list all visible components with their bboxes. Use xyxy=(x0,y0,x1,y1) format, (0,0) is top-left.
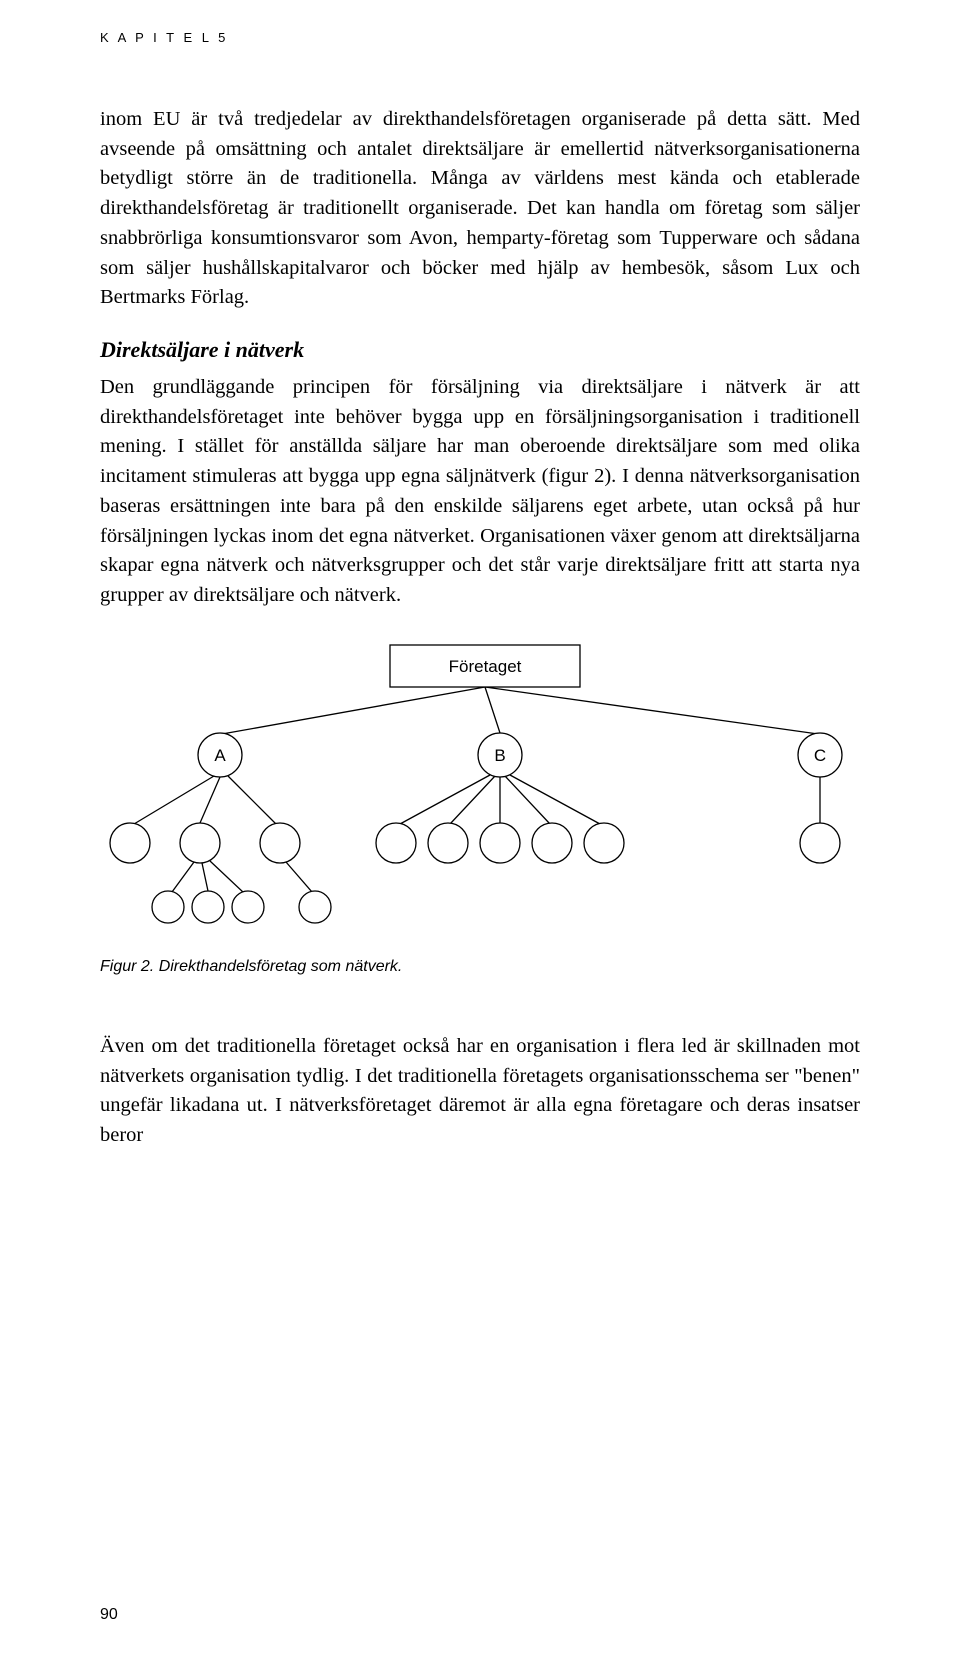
subheading: Direktsäljare i nätverk xyxy=(100,337,860,363)
svg-text:B: B xyxy=(494,746,505,765)
svg-text:C: C xyxy=(814,746,826,765)
chapter-header: K A P I T E L 5 xyxy=(100,30,860,45)
paragraph-3: Även om det traditionella företaget ocks… xyxy=(100,1032,860,1151)
svg-text:A: A xyxy=(214,746,226,765)
page-number: 90 xyxy=(100,1606,118,1624)
figure-caption: Figur 2. Direkthandelsföretag som nätver… xyxy=(100,958,860,976)
figure-2: Företaget A B C Figur 2. Direkthandelsföret… xyxy=(100,635,860,976)
page: K A P I T E L 5 inom EU är två tredjedel… xyxy=(0,0,960,1658)
paragraph-2: Den grundläggande principen för försäljn… xyxy=(100,373,860,611)
svg-text:Företaget: Företaget xyxy=(449,657,522,676)
paragraph-1: inom EU är två tredjedelar av direkthand… xyxy=(100,105,860,313)
network-diagram: Företaget A B C xyxy=(100,635,860,935)
